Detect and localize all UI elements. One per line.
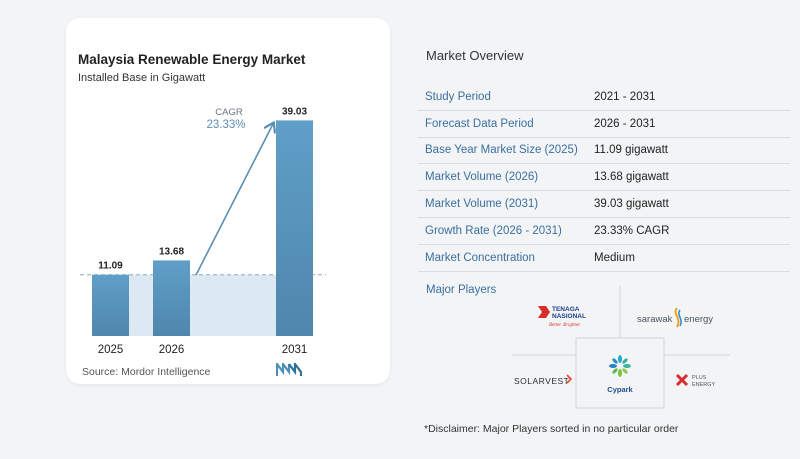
row-label: Market Volume (2031) <box>425 198 539 211</box>
svg-text:sarawak: sarawak <box>637 314 673 325</box>
bar-chart: 11.09 2025 13.68 2026 39.03 2031 CAGR 23.33% <box>80 106 326 356</box>
svg-text:TENAGA: TENAGA <box>552 306 580 313</box>
cagr-label: CAGR <box>215 107 243 118</box>
x-tick-label: 2031 <box>282 344 308 356</box>
chart-subtitle: Installed Base in Gigawatt <box>78 72 206 84</box>
overview-row: Forecast Data Period 2026 - 2031 <box>418 111 790 138</box>
row-value: 2021 - 2031 <box>594 90 656 103</box>
overview-title: Market Overview <box>426 48 524 63</box>
plus-energy-logo: PLUS ENERGY <box>675 373 716 388</box>
row-value: 13.68 gigawatt <box>594 171 669 184</box>
source-note: Source: Mordor Intelligence <box>82 366 211 378</box>
data-label: 39.03 <box>282 106 307 117</box>
row-label: Forecast Data Period <box>425 117 534 130</box>
row-label: Market Volume (2026) <box>425 171 539 184</box>
cagr-arrow <box>195 124 273 276</box>
overview-row: Base Year Market Size (2025) 11.09 gigaw… <box>418 138 790 165</box>
svg-text:SOLARVEST: SOLARVEST <box>514 376 569 386</box>
solarvest-logo: SOLARVEST <box>514 374 573 386</box>
svg-text:ENERGY: ENERGY <box>692 382 716 388</box>
x-tick-label: 2026 <box>159 344 185 356</box>
row-label: Study Period <box>425 90 491 103</box>
row-value: 2026 - 2031 <box>594 117 656 130</box>
row-value: 39.03 gigawatt <box>594 198 669 211</box>
bar-2025 <box>92 274 129 336</box>
tenaga-nasional-logo: TENAGA NASIONAL Better. Brighter. <box>538 306 586 328</box>
overview-row: Market Volume (2026) 13.68 gigawatt <box>418 164 790 192</box>
row-label: Market Concentration <box>425 251 535 264</box>
mordor-logo-icon <box>276 363 302 376</box>
overview-table: Study Period 2021 - 2031 Forecast Data P… <box>418 84 790 272</box>
svg-text:energy: energy <box>684 314 713 325</box>
chart-title: Malaysia Renewable Energy Market <box>78 52 306 67</box>
row-value: 23.33% CAGR <box>594 224 670 237</box>
sarawak-energy-logo: sarawak energy <box>637 307 713 328</box>
row-label: Base Year Market Size (2025) <box>425 144 578 157</box>
row-value: 11.09 gigawatt <box>594 144 668 157</box>
x-tick-label: 2025 <box>98 344 124 356</box>
bar-2026 <box>153 260 190 336</box>
cypark-logo: Cypark <box>607 355 634 394</box>
svg-text:NASIONAL: NASIONAL <box>552 313 586 320</box>
svg-text:Better. Brighter.: Better. Brighter. <box>549 323 581 328</box>
data-label: 13.68 <box>159 246 184 257</box>
cagr-value: 23.33% <box>206 119 245 131</box>
disclaimer-note: *Disclaimer: Major Players sorted in no … <box>424 423 679 435</box>
data-label: 11.09 <box>98 261 123 272</box>
overview-row: Growth Rate (2026 - 2031) 23.33% CAGR <box>418 218 790 245</box>
row-value: Medium <box>594 251 635 264</box>
row-label: Growth Rate (2026 - 2031) <box>425 224 562 237</box>
svg-text:Cypark: Cypark <box>607 385 633 394</box>
overview-row: Study Period 2021 - 2031 <box>418 84 790 111</box>
bar-2031 <box>276 120 313 336</box>
svg-text:PLUS: PLUS <box>692 375 707 381</box>
players-title: Major Players <box>426 284 497 296</box>
players-grid: TENAGA NASIONAL Better. Brighter. sarawa… <box>512 286 730 409</box>
overview-row: Market Concentration Medium <box>418 245 790 272</box>
overview-row: Market Volume (2031) 39.03 gigawatt <box>418 191 790 218</box>
